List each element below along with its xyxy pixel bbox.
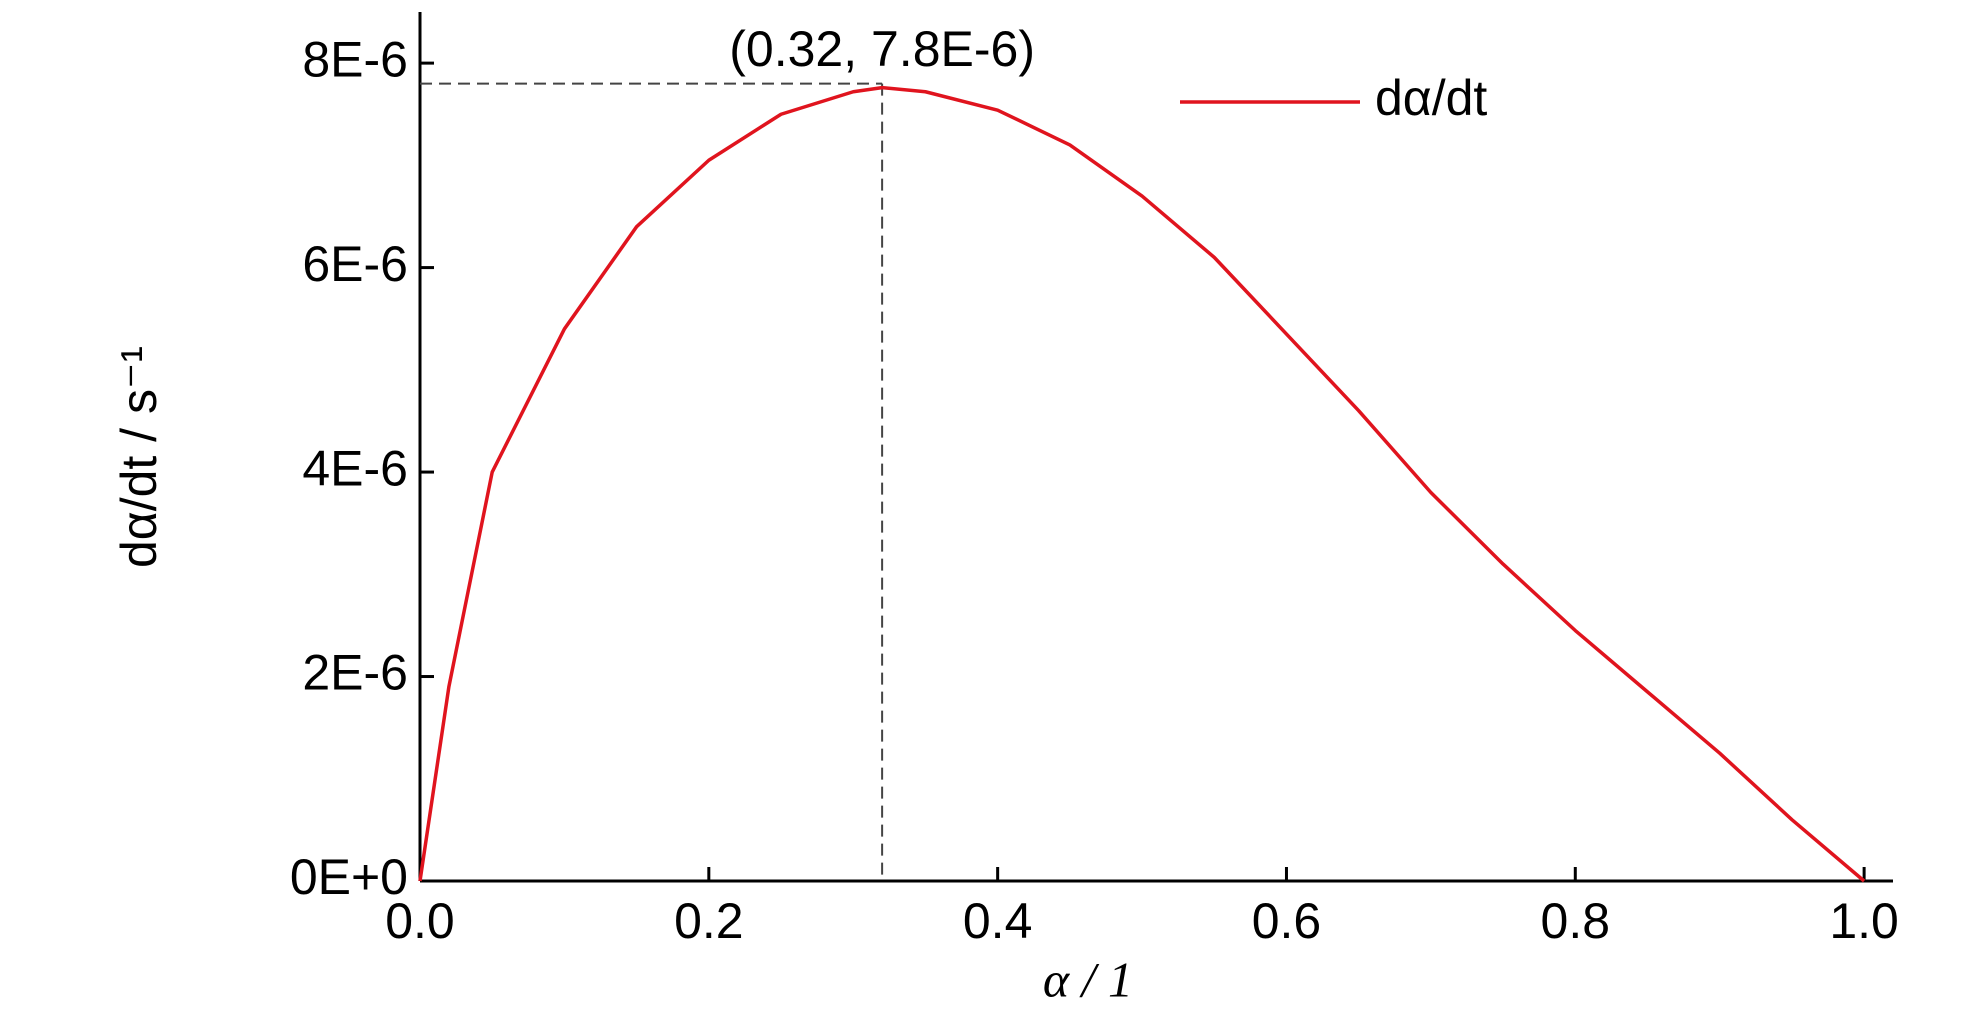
y-tick-label: 4E-6	[302, 440, 408, 496]
x-tick-label: 1.0	[1829, 893, 1899, 949]
y-tick-label: 8E-6	[302, 31, 408, 87]
x-tick-label: 0.2	[674, 893, 744, 949]
data-line	[418, 85, 1866, 883]
y-tick-label: 6E-6	[302, 236, 408, 292]
y-tick-label: 2E-6	[302, 645, 408, 701]
x-tick-label: 0.4	[963, 893, 1033, 949]
x-axis-label: α / 1	[1043, 951, 1133, 1007]
y-axis-label: dα/dt / s⁻¹	[111, 346, 167, 568]
y-tick-label: 0E+0	[290, 849, 408, 905]
x-tick-label: 0.6	[1252, 893, 1322, 949]
annotation: (0.32, 7.8E-6)	[729, 21, 1035, 77]
x-tick-label: 0.8	[1541, 893, 1611, 949]
legend-label: dα/dt	[1375, 70, 1487, 126]
x-tick-label: 0.0	[385, 893, 455, 949]
